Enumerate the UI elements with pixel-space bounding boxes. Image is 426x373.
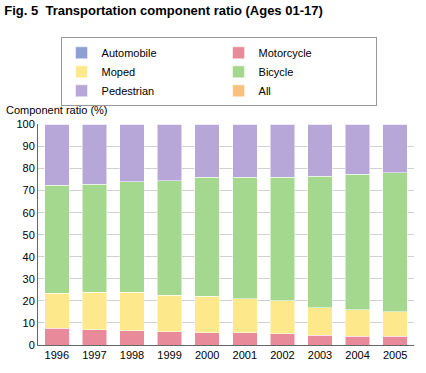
svg-text:Component ratio (%): Component ratio (%) [6, 104, 108, 116]
svg-text:Fig. 5 Transportation compone: Fig. 5 Transportation component ratio (A… [4, 3, 323, 18]
svg-text:Motorcycle: Motorcycle [259, 47, 312, 59]
svg-text:All: All [259, 85, 271, 97]
svg-text:60: 60 [23, 207, 35, 219]
svg-text:50: 50 [23, 229, 35, 241]
svg-text:40: 40 [23, 251, 35, 263]
svg-text:1996: 1996 [45, 349, 69, 361]
svg-text:1999: 1999 [157, 349, 181, 361]
svg-text:0: 0 [29, 339, 35, 351]
svg-text:Automobile: Automobile [102, 47, 157, 59]
svg-text:1998: 1998 [120, 349, 144, 361]
svg-text:2001: 2001 [233, 349, 257, 361]
svg-text:1997: 1997 [82, 349, 106, 361]
svg-text:2004: 2004 [345, 349, 369, 361]
svg-text:2005: 2005 [383, 349, 407, 361]
svg-text:10: 10 [23, 317, 35, 329]
svg-text:30: 30 [23, 273, 35, 285]
svg-text:Bicycle: Bicycle [259, 66, 294, 78]
svg-text:2003: 2003 [308, 349, 332, 361]
svg-text:100: 100 [16, 118, 34, 130]
svg-text:2000: 2000 [195, 349, 219, 361]
svg-text:20: 20 [23, 295, 35, 307]
svg-text:80: 80 [23, 162, 35, 174]
svg-text:Pedestrian: Pedestrian [102, 85, 155, 97]
svg-text:90: 90 [23, 140, 35, 152]
svg-text:70: 70 [23, 184, 35, 196]
svg-text:2002: 2002 [270, 349, 294, 361]
svg-text:Moped: Moped [102, 66, 136, 78]
